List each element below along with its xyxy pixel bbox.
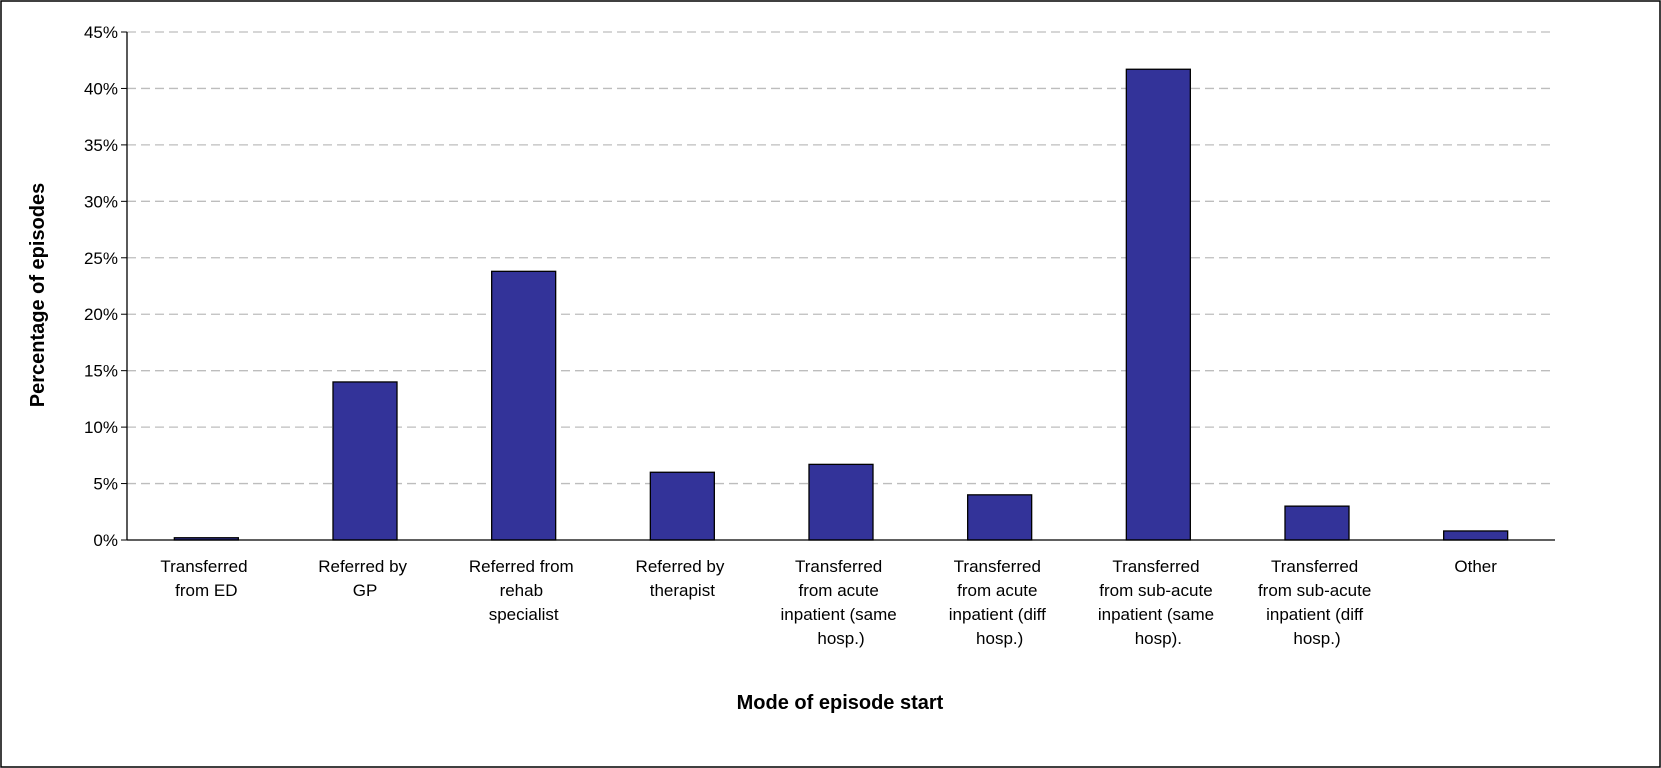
y-tick-label: 25% (84, 249, 118, 268)
bar (332, 381, 398, 541)
x-axis-label: Mode of episode start (737, 692, 944, 714)
y-tick-label: 5% (93, 475, 118, 494)
y-tick-label: 40% (84, 79, 118, 98)
y-tick-label: 10% (84, 418, 118, 437)
bar (649, 471, 715, 541)
bar (967, 494, 1033, 541)
y-axis-label: Percentage of episodes (27, 183, 49, 408)
x-tick-label: Transferred from sub-acute inpatient (sa… (1098, 557, 1219, 648)
y-tick-label: 45% (84, 23, 118, 42)
bar (1125, 68, 1191, 541)
x-tick-label: Referred by therapist (636, 557, 730, 600)
y-tick-label: 35% (84, 136, 118, 155)
x-tick-label: Referred from rehab specialist (469, 557, 579, 624)
x-tick-label: Transferred from acute inpatient (same h… (781, 557, 902, 648)
bar (1284, 505, 1350, 541)
bar (491, 270, 557, 541)
x-tick-label: Transferred from sub-acute inpatient (di… (1258, 557, 1376, 648)
x-tick-label: Referred by GP (318, 557, 412, 600)
bar (1443, 530, 1509, 541)
x-tick-label: Transferred from ED (160, 557, 252, 600)
bar (808, 463, 874, 541)
y-tick-label: 30% (84, 192, 118, 211)
x-tick-label: Transferred from acute inpatient (diff h… (949, 557, 1051, 648)
y-tick-label: 15% (84, 362, 118, 381)
y-tick-label: 0% (93, 531, 118, 550)
x-tick-label: Other (1454, 557, 1497, 576)
y-tick-label: 20% (84, 305, 118, 324)
